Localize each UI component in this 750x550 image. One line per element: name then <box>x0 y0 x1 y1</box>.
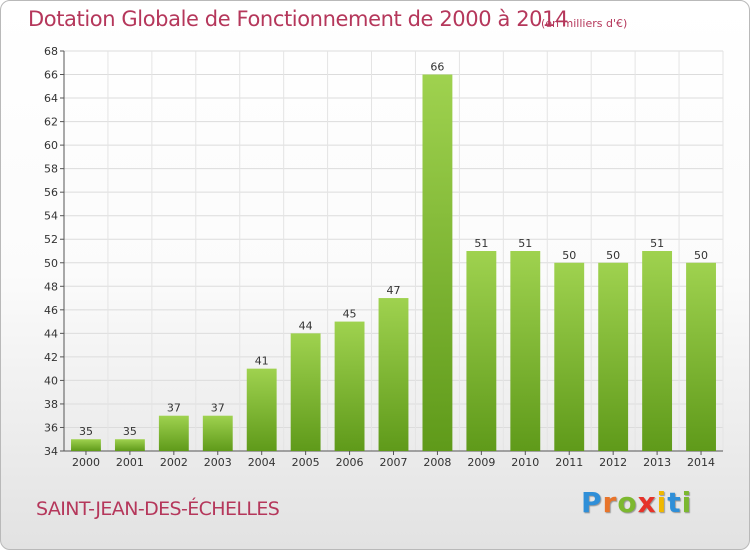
bar <box>554 262 585 451</box>
y-tick-label: 36 <box>44 421 58 434</box>
bar <box>71 439 101 451</box>
x-tick-label: 2007 <box>380 456 408 469</box>
data-label: 66 <box>430 61 444 74</box>
bars <box>71 74 716 451</box>
x-tick-label: 2008 <box>423 456 451 469</box>
data-label: 51 <box>474 237 488 250</box>
logo-letter: x <box>637 486 657 519</box>
logo-letter: P <box>581 486 603 519</box>
y-tick-label: 62 <box>44 116 58 129</box>
bar <box>642 251 673 451</box>
y-tick-label: 66 <box>44 69 58 82</box>
logo-letter: r <box>602 486 618 519</box>
y-tick-label: 44 <box>44 327 58 340</box>
proxiti-logo[interactable]: Proxiti <box>581 486 692 519</box>
commune-name: SAINT-JEAN-DES-ÉCHELLES <box>36 498 280 520</box>
y-tick-label: 48 <box>44 280 58 293</box>
data-labels: 35 35 37 37 41 44 45 47 66 51 51 50 50 51 50 <box>79 61 708 439</box>
bar <box>114 439 145 451</box>
data-label: 51 <box>518 237 532 250</box>
y-tick-label: 40 <box>44 374 58 387</box>
y-tick-label: 42 <box>44 351 58 364</box>
data-label: 44 <box>299 319 313 332</box>
x-tick-label: 2011 <box>555 456 583 469</box>
data-label: 37 <box>167 402 181 415</box>
y-tick-label: 58 <box>44 163 58 176</box>
data-label: 35 <box>123 425 137 438</box>
y-tick-label: 56 <box>44 186 58 199</box>
data-label: 37 <box>211 402 225 415</box>
bar <box>422 74 453 451</box>
bar <box>378 298 409 451</box>
x-tick-label: 2014 <box>687 456 715 469</box>
data-label: 50 <box>562 249 576 262</box>
y-tick-label: 60 <box>44 139 58 152</box>
logo-letter: t <box>667 486 682 519</box>
y-tick-label: 68 <box>44 45 58 58</box>
y-tick-label: 50 <box>44 257 58 270</box>
bar <box>466 251 497 451</box>
bar <box>334 321 365 451</box>
x-tick-label: 2004 <box>248 456 276 469</box>
bar <box>246 368 277 451</box>
data-label: 50 <box>694 249 708 262</box>
bar <box>290 333 321 451</box>
y-tick-label: 34 <box>44 445 58 458</box>
bar <box>202 415 233 451</box>
data-label: 51 <box>650 237 664 250</box>
bar <box>598 262 629 451</box>
bar <box>686 262 716 451</box>
chart-unit: (en milliers d'€) <box>541 17 628 30</box>
y-tick-label: 52 <box>44 233 58 246</box>
x-tick-label: 2010 <box>511 456 539 469</box>
x-tick-label: 2003 <box>204 456 232 469</box>
data-label: 41 <box>255 355 269 368</box>
x-tick-label: 2001 <box>116 456 144 469</box>
data-label: 35 <box>79 425 93 438</box>
y-tick-label: 38 <box>44 398 58 411</box>
bar <box>510 251 541 451</box>
data-label: 45 <box>343 308 357 321</box>
y-tick-label: 64 <box>44 92 58 105</box>
data-label: 47 <box>387 284 401 297</box>
data-label: 50 <box>606 249 620 262</box>
x-tick-label: 2013 <box>643 456 671 469</box>
bar <box>158 415 189 451</box>
logo-letter: i <box>656 486 668 519</box>
logo-letter: o <box>617 486 638 519</box>
x-tick-label: 2000 <box>72 456 100 469</box>
x-tick-label: 2005 <box>292 456 320 469</box>
chart-title: Dotation Globale de Fonctionnement de 20… <box>28 7 569 31</box>
y-tick-label: 46 <box>44 304 58 317</box>
logo-letter: i <box>681 486 693 519</box>
x-tick-label: 2012 <box>599 456 627 469</box>
y-tick-label: 54 <box>44 210 58 223</box>
x-tick-label: 2009 <box>467 456 495 469</box>
x-tick-label: 2006 <box>336 456 364 469</box>
x-tick-label: 2002 <box>160 456 188 469</box>
